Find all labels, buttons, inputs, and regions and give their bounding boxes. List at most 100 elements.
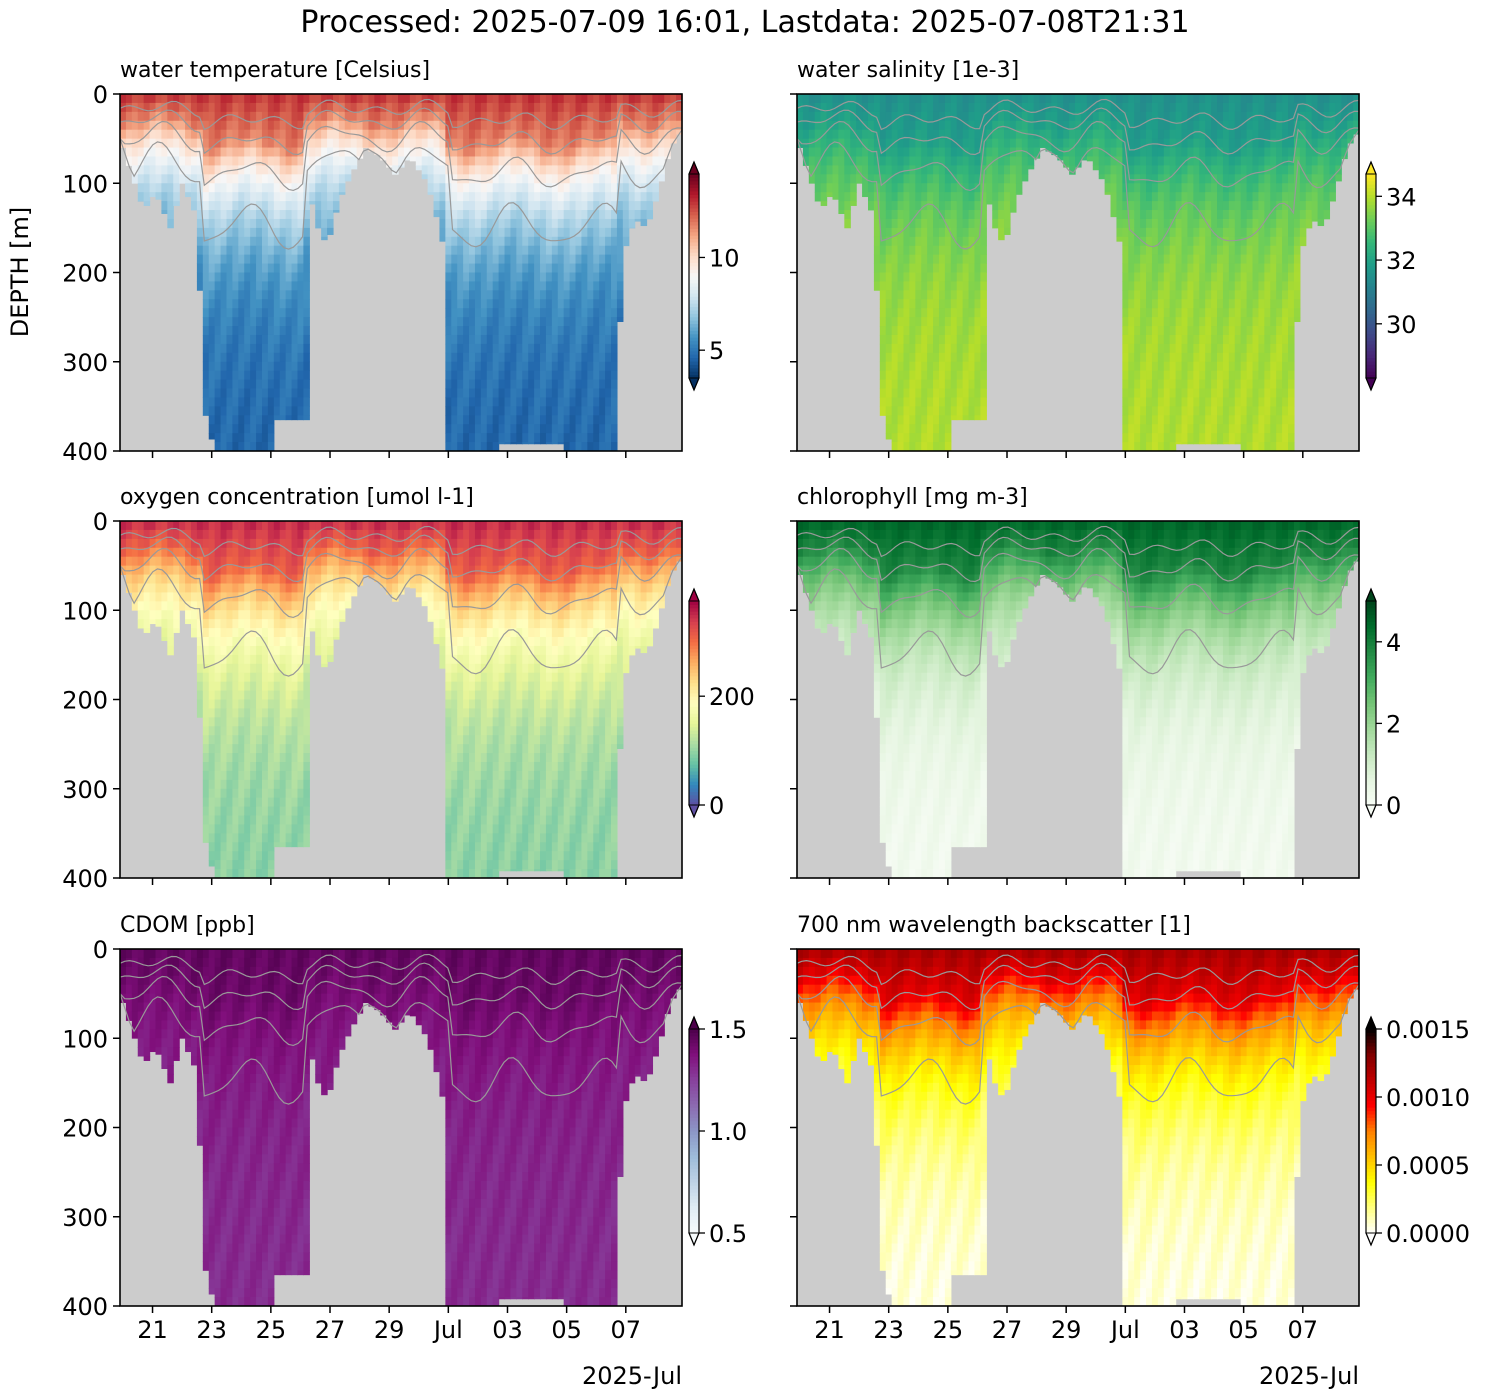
- heatmap-cell: [250, 183, 257, 193]
- heatmap-cell: [540, 415, 547, 425]
- heatmap-cell: [1169, 165, 1177, 175]
- heatmap-cell: [557, 129, 565, 140]
- heatmap-cell: [575, 102, 583, 113]
- heatmap-cell: [903, 317, 910, 327]
- heatmap-cell: [486, 308, 494, 318]
- heatmap-cell: [802, 156, 810, 166]
- heatmap-cell: [179, 147, 186, 157]
- heatmap-cell: [303, 165, 310, 175]
- heatmap-cell: [492, 174, 500, 184]
- heatmap-cell: [415, 94, 423, 104]
- heatmap-cell: [285, 272, 293, 282]
- heatmap-cell: [226, 183, 233, 193]
- heatmap-cell: [915, 210, 922, 220]
- heatmap-cell: [1234, 236, 1242, 247]
- heatmap-cell: [938, 317, 946, 327]
- heatmap-cell: [1341, 147, 1348, 157]
- heatmap-cell: [1270, 210, 1277, 220]
- heatmap-cell: [196, 236, 204, 247]
- heatmap-cell: [1205, 201, 1212, 211]
- heatmap-cell: [1205, 317, 1212, 327]
- heatmap-cell: [439, 147, 446, 157]
- heatmap-cell: [232, 156, 239, 166]
- heatmap-cell: [1205, 210, 1212, 220]
- heatmap-cell: [226, 254, 233, 264]
- heatmap-cell: [998, 218, 1005, 229]
- heatmap-cell: [1234, 218, 1242, 229]
- heatmap-cell: [1264, 343, 1271, 354]
- heatmap-cell: [581, 147, 588, 157]
- heatmap-cell: [1228, 120, 1236, 131]
- heatmap-cell: [469, 343, 476, 354]
- heatmap-cell: [250, 326, 257, 336]
- heatmap-cell: [1151, 236, 1159, 247]
- heatmap-cell: [1199, 165, 1206, 175]
- heatmap-cell: [1246, 308, 1254, 318]
- heatmap-cell: [652, 129, 659, 140]
- heatmap-cell: [202, 120, 210, 131]
- heatmap-cell: [1323, 210, 1331, 220]
- heatmap-cell: [962, 308, 970, 318]
- heatmap-cell: [933, 218, 940, 229]
- heatmap-cell: [291, 263, 299, 273]
- heatmap-cell: [327, 138, 334, 148]
- heatmap-cell: [986, 138, 993, 148]
- heatmap-cell: [587, 424, 594, 434]
- heatmap-cell: [492, 210, 500, 220]
- heatmap-cell: [261, 165, 269, 175]
- heatmap-cell: [545, 397, 553, 407]
- heatmap-cell: [1217, 290, 1224, 300]
- heatmap-cell: [1299, 102, 1307, 113]
- heatmap-cell: [903, 433, 910, 443]
- heatmap-cell: [492, 442, 500, 452]
- heatmap-cell: [1146, 433, 1153, 443]
- heatmap-cell: [1276, 129, 1283, 140]
- heatmap-cell: [891, 165, 899, 175]
- heatmap-cell: [879, 138, 887, 148]
- heatmap-cell: [1175, 370, 1183, 381]
- heatmap-cell: [897, 352, 905, 363]
- heatmap-cell: [522, 370, 529, 381]
- heatmap-cell: [569, 343, 577, 354]
- heatmap-cell: [903, 415, 910, 425]
- heatmap-cell: [504, 334, 512, 345]
- heatmap-cell: [1211, 326, 1218, 336]
- heatmap-cell: [1075, 102, 1082, 113]
- heatmap-cell: [214, 120, 222, 131]
- heatmap-cell: [1199, 343, 1206, 354]
- heatmap-cell: [1122, 370, 1129, 381]
- heatmap-cell: [944, 397, 952, 407]
- heatmap-cell: [879, 111, 887, 122]
- heatmap-cell: [1246, 388, 1254, 398]
- heatmap-cell: [658, 174, 665, 182]
- heatmap-cell: [1009, 94, 1017, 104]
- heatmap-cell: [238, 183, 245, 193]
- heatmap-cell: [504, 299, 512, 309]
- heatmap-cell: [581, 433, 588, 443]
- heatmap-cell: [510, 415, 517, 425]
- heatmap-cell: [486, 379, 494, 389]
- heatmap-cell: [492, 361, 500, 372]
- heatmap-cell: [445, 317, 452, 327]
- heatmap-cell: [938, 343, 946, 354]
- heatmap-cell: [1157, 245, 1165, 256]
- heatmap-cell: [1092, 102, 1100, 113]
- colorbar-segment: [689, 201, 699, 206]
- heatmap-cell: [933, 433, 940, 443]
- heatmap-cell: [587, 201, 594, 211]
- heatmap-cell: [208, 156, 216, 166]
- heatmap-cell: [605, 442, 612, 452]
- heatmap-cell: [173, 111, 180, 122]
- heatmap-cell: [1341, 129, 1348, 140]
- heatmap-cell: [474, 299, 482, 309]
- heatmap-cell: [421, 120, 429, 131]
- heatmap-cell: [992, 165, 999, 175]
- heatmap-cell: [522, 317, 529, 327]
- heatmap-cell: [1175, 156, 1183, 166]
- heatmap-cell: [879, 388, 887, 398]
- heatmap-cell: [498, 442, 506, 445]
- heatmap-cell: [528, 156, 535, 166]
- heatmap-cell: [267, 254, 275, 264]
- heatmap-cell: [279, 308, 287, 318]
- heatmap-cell: [1347, 129, 1354, 140]
